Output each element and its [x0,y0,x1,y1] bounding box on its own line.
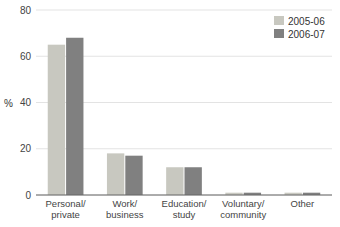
x-tick-label-line: private [51,209,80,220]
x-tick-label-line: Voluntary/ [222,198,265,209]
x-tick-label-line: business [106,209,144,220]
legend: 2005-06 2006-07 [274,16,325,40]
legend-swatch [274,16,284,25]
x-tick-label: Other [291,198,315,209]
page: {"chart_data": {"type": "bar", "categori… [0,0,340,227]
legend-swatch [274,29,284,38]
chart-svg: 0 20 40 60 80% Personal/private Work/business E… [0,0,340,227]
legend-label: 2005-06 [288,16,325,27]
bar [107,153,124,195]
y-tick-label: 60 [20,51,32,62]
x-tick-label-line: Other [291,198,315,209]
x-tick-label: Voluntary/community [220,198,266,220]
x-tick-label-line: Personal/ [46,198,86,209]
y-grid [36,10,332,195]
y-tick-label: 80 [20,5,32,16]
x-tick-label-line: Education/ [162,198,207,209]
x-tick-label-line: Work/ [112,198,137,209]
chart-container: 0 20 40 60 80% Personal/private Work/business E… [0,0,340,227]
x-tick-label: Education/study [162,198,207,220]
y-tick-label: 40 [20,97,32,108]
legend-label: 2006-07 [288,29,325,40]
bar [166,167,183,195]
x-tick-label-line: community [220,209,266,220]
x-tick-label: Work/business [106,198,144,220]
y-tick-label: 0 [25,190,31,201]
bars [48,38,321,195]
bar [48,45,65,195]
y-axis-label: % [4,98,13,109]
x-tick-label-line: study [173,209,196,220]
x-tick-label: Personal/private [46,198,86,220]
x-axis-line [36,195,332,196]
y-tick-label: 20 [20,143,32,154]
grid-line [36,195,332,196]
grid-line [36,10,332,11]
bar [185,167,202,195]
bar [66,38,83,195]
bar [125,156,142,195]
